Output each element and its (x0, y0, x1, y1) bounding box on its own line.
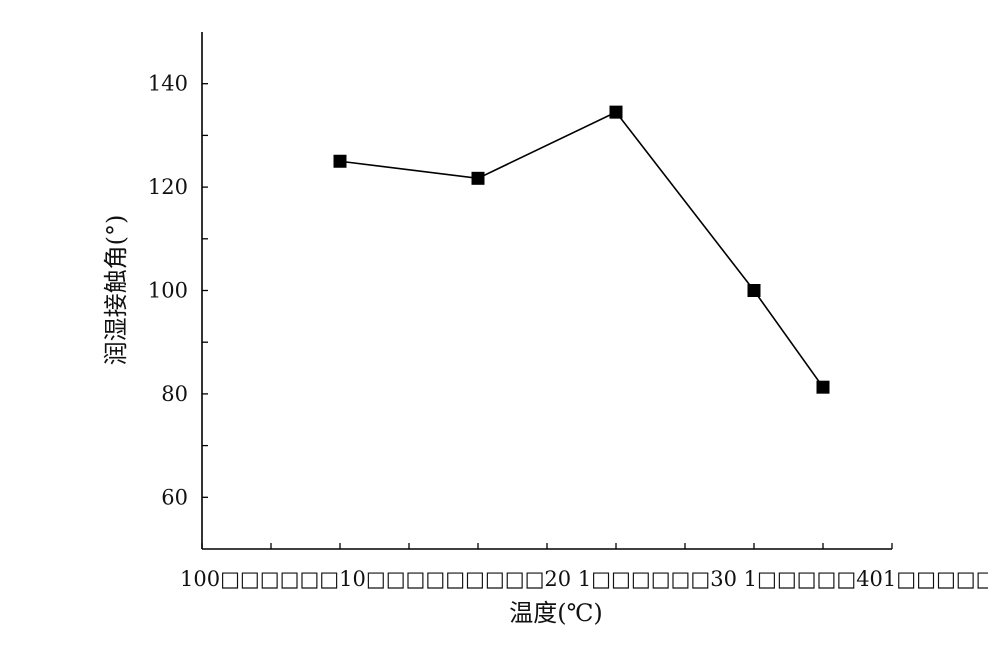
y-tick-label: 60 (161, 485, 188, 509)
y-tick-label: 120 (148, 175, 188, 199)
series-line (339, 111, 824, 388)
y-tick-label: 140 (148, 72, 188, 96)
axes (201, 32, 893, 550)
data-point-marker (609, 105, 623, 119)
x-tick-labels: 100□□□□□□10□□□□□□□□□20 1□□□□□□30 1□□□□□4… (180, 567, 988, 591)
y-tick-labels: 60 80 100 120 140 (148, 72, 188, 510)
y-tick-label: 80 (161, 382, 188, 406)
y-tick-label: 100 (148, 279, 188, 303)
x-axis-title: 温度(℃) (509, 599, 603, 627)
y-axis-title: 润湿接触角(°) (102, 215, 130, 366)
data-point-marker (471, 171, 485, 185)
data-point-marker (816, 380, 830, 394)
data-point-marker (747, 284, 761, 297)
data-point-marker (333, 154, 347, 168)
series (333, 105, 830, 394)
